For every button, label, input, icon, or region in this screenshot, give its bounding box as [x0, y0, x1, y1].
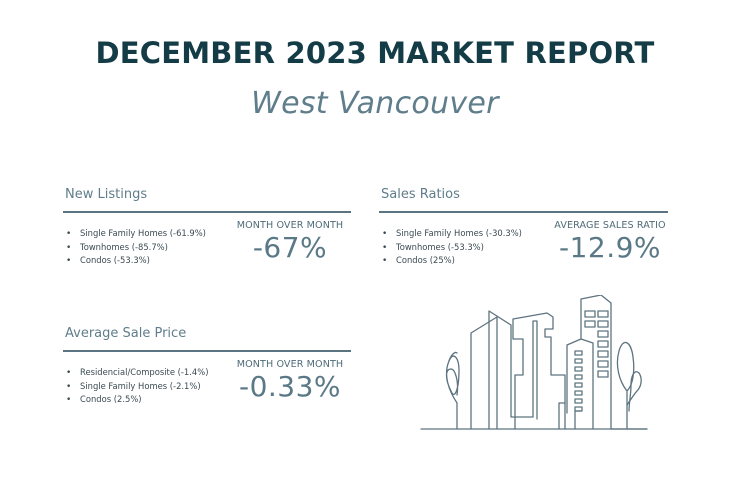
bullet-icon: • [66, 229, 72, 239]
list-item: • Condos (25%) [382, 255, 455, 267]
section-new-listings: New Listings • Single Family Homes (-61.9… [63, 187, 351, 273]
section-sales-ratios: Sales Ratios • Single Family Homes (-30.3… [379, 187, 668, 273]
stat-value: -0.33% [238, 370, 342, 403]
stat-value: -12.9% [558, 231, 662, 264]
stat-block: AVERAGE SALES RATIO -12.9% [545, 220, 675, 264]
bullet-icon: • [382, 256, 388, 267]
bullet-icon: • [66, 381, 72, 392]
section-title: Sales Ratios [381, 187, 460, 202]
section-title: New Listings [65, 187, 148, 202]
stat-label: MONTH OVER MONTH [236, 359, 344, 370]
list-item: • Single Family Homes (-2.1%) [66, 380, 201, 392]
stat-label: AVERAGE SALES RATIO [554, 220, 666, 231]
bullet-icon: • [382, 242, 388, 253]
bullet-icon: • [382, 229, 388, 239]
stat-block: MONTH OVER MONTH -67% [225, 220, 355, 264]
city-skyline-icon [415, 294, 655, 435]
breakdown-list: • Residencial/Composite (-1.4%) • Single F… [66, 366, 208, 407]
bullet-icon: • [66, 395, 72, 406]
breakdown-list: • Single Family Homes (-61.9%) • Townhomes… [66, 227, 206, 268]
list-item: • Residencial/Composite (-1.4%) [66, 367, 209, 378]
bullet-icon: • [66, 242, 72, 253]
bullet-icon: • [66, 368, 72, 378]
section-divider [379, 211, 668, 213]
report-subtitle: West Vancouver [251, 86, 499, 121]
list-item: • Townhomes (-85.7%) [66, 241, 168, 253]
list-item: • Single Family Homes (-61.9%) [66, 228, 206, 239]
report-title: DECEMBER 2023 MARKET REPORT [95, 36, 655, 70]
list-item: • Single Family Homes (-30.3%) [382, 228, 522, 239]
list-item: • Townhomes (-53.3%) [382, 241, 484, 253]
list-item: • Condos (2.5%) [66, 394, 142, 406]
section-divider [63, 350, 351, 352]
section-average-sale-price: Average Sale Price • Residencial/Composit… [63, 326, 351, 412]
bullet-icon: • [66, 256, 72, 267]
stat-label: MONTH OVER MONTH [236, 220, 344, 231]
section-divider [63, 211, 351, 213]
stat-block: MONTH OVER MONTH -0.33% [225, 359, 355, 403]
breakdown-list: • Single Family Homes (-30.3%) • Townhomes… [382, 227, 522, 268]
stat-value: -67% [252, 231, 328, 264]
section-title: Average Sale Price [65, 326, 187, 341]
list-item: • Condos (-53.3%) [66, 255, 150, 267]
